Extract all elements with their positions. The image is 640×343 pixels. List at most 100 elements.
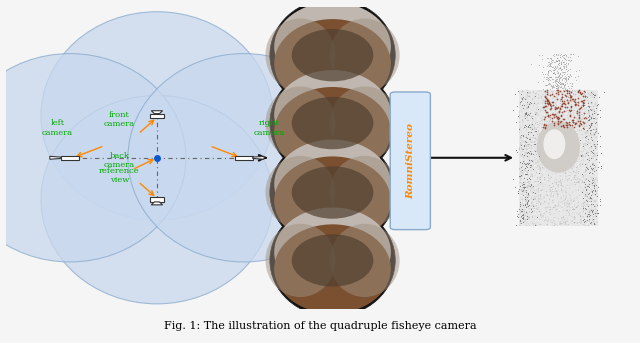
Point [546,192,556,198]
Point [536,170,547,176]
Point [524,184,534,189]
Point [591,102,602,107]
Point [559,100,570,105]
Point [543,82,553,87]
Point [520,160,530,166]
Point [514,119,524,125]
Point [520,143,530,149]
Point [531,139,541,144]
Point [530,145,540,151]
Point [555,222,565,227]
Point [584,117,594,122]
Point [526,206,536,212]
Point [519,125,529,130]
Point [521,124,531,129]
Point [552,110,563,116]
Point [525,117,535,123]
Point [571,133,581,139]
Point [582,174,592,180]
Point [589,221,600,226]
Point [573,180,584,185]
Point [563,198,573,203]
Point [579,91,589,96]
Point [553,114,563,120]
Point [517,164,527,169]
Point [587,197,597,202]
Point [557,200,568,206]
Point [515,89,525,94]
Point [518,184,528,190]
Point [521,123,531,129]
Point [541,110,552,116]
Point [545,218,556,224]
Point [545,115,555,120]
Point [539,93,549,99]
Point [554,178,564,184]
Point [556,80,566,86]
Point [557,106,568,111]
Point [524,157,534,163]
Point [588,180,598,185]
Point [534,209,545,214]
Bar [150,197,164,202]
Point [538,187,548,192]
Point [561,146,572,152]
Point [584,122,595,128]
Point [525,99,535,105]
Point [564,156,575,162]
Point [536,135,547,141]
Point [563,170,573,176]
Point [545,144,555,150]
Point [572,180,582,185]
Point [517,160,527,166]
Point [580,218,590,224]
Point [522,172,532,177]
Point [589,151,599,156]
Point [544,174,554,180]
Point [515,200,525,205]
Point [537,137,547,142]
Point [560,176,570,181]
Point [585,215,595,221]
Point [582,163,592,168]
Point [559,92,569,97]
Point [547,152,557,157]
Point [566,134,576,140]
Point [584,216,594,222]
Point [571,152,581,157]
Point [567,124,577,129]
Point [514,203,524,209]
Point [591,153,601,158]
Point [570,114,580,120]
Point [554,71,564,77]
Point [524,137,534,142]
Point [575,117,585,122]
Point [539,104,549,109]
Point [551,167,561,173]
Point [520,198,531,204]
Point [548,122,559,128]
Point [511,120,522,125]
Point [547,146,557,152]
Point [553,53,563,58]
Point [520,100,531,105]
Point [516,192,527,197]
Point [589,103,599,109]
Point [564,176,574,181]
Point [564,211,575,216]
Point [578,99,588,105]
Point [554,113,564,118]
Point [534,150,545,155]
Point [520,110,530,115]
Point [569,210,579,216]
Point [592,104,602,109]
Point [566,156,576,161]
Point [532,206,542,212]
Point [541,88,552,93]
Point [518,146,528,152]
Point [581,197,591,203]
Point [585,194,595,200]
Point [541,139,552,145]
Point [581,143,591,148]
Point [528,123,538,128]
